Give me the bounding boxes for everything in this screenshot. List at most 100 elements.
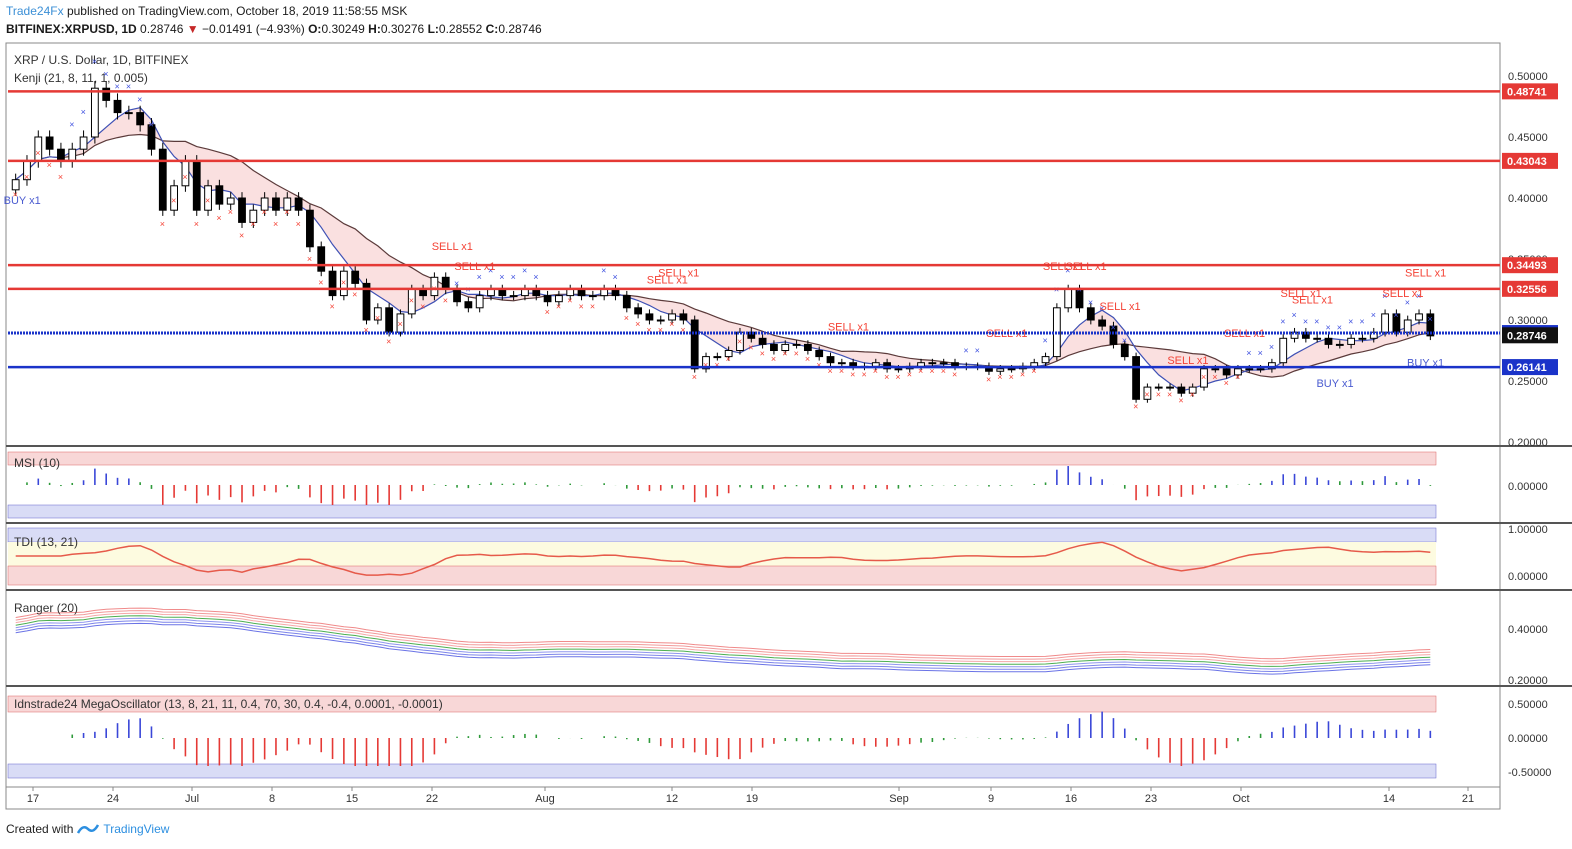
candle — [373, 307, 382, 321]
candle — [521, 289, 529, 297]
candle — [204, 185, 212, 211]
price-tick: 0.45000 — [1508, 132, 1548, 144]
sell-marker: × — [545, 307, 550, 317]
time-axis-label: Jul — [185, 793, 199, 805]
buy-marker: × — [963, 346, 968, 356]
buy-marker: × — [1122, 335, 1127, 345]
ranger-line — [15, 620, 1431, 673]
publisher-name[interactable]: Trade24Fx — [6, 4, 64, 18]
time-axis[interactable]: 17 24 Jul 8 15 22 Aug 12 19 Sep 9 16 23 Oct 14 21 — [27, 787, 1474, 805]
candle — [894, 368, 903, 371]
candle — [1177, 386, 1186, 394]
sell-marker: × — [160, 219, 165, 229]
sell-marker: × — [895, 372, 900, 382]
last-price: 0.28746 — [140, 22, 184, 36]
buy-marker: × — [1110, 323, 1115, 333]
symbol-label: BITFINEX:XRPUSD, 1D — [6, 22, 137, 36]
sell-signal-label: SELL x1 — [1099, 301, 1140, 313]
buy-marker: × — [69, 120, 74, 130]
buy-marker: × — [1099, 304, 1104, 314]
candle — [238, 197, 246, 223]
buy-signal-label: BUY x1 — [4, 195, 41, 207]
main-pane[interactable]: × × × × × × × × × × × × × × × × × × × × × × × × × × × × × × × × × × × × × × × ×… — [4, 56, 1447, 411]
sell-marker: × — [771, 354, 776, 364]
sell-marker: × — [997, 372, 1002, 382]
sell-marker: × — [714, 360, 719, 370]
sell-marker: × — [941, 366, 946, 376]
candle — [1392, 313, 1401, 333]
sell-marker: × — [47, 160, 52, 170]
candle — [837, 362, 846, 365]
mega-histogram — [71, 711, 1432, 766]
time-axis-label: 24 — [107, 793, 119, 805]
candle — [645, 313, 654, 321]
buy-marker: × — [488, 266, 493, 276]
sell-marker: × — [669, 319, 674, 329]
sell-marker: × — [296, 219, 301, 229]
sell-marker: × — [918, 366, 923, 376]
buy-marker: × — [477, 272, 482, 282]
candle — [1279, 337, 1288, 364]
down-arrow-icon: ▼ — [186, 22, 199, 36]
time-axis-label: 15 — [346, 793, 358, 805]
sell-marker: × — [884, 372, 889, 382]
tradingview-link[interactable]: TradingView — [103, 822, 170, 836]
sell-marker: × — [986, 374, 991, 384]
buy-marker: × — [1337, 323, 1342, 333]
candle — [770, 343, 778, 351]
candle — [1200, 368, 1208, 388]
kenji-slow-line — [15, 133, 1431, 378]
sell-signal-label: SELL x1 — [1281, 288, 1322, 300]
candle — [475, 295, 484, 309]
sell-marker: × — [929, 366, 934, 376]
sell-marker: × — [341, 278, 346, 288]
sell-marker: × — [692, 372, 697, 382]
sell-marker: × — [590, 301, 595, 311]
sell-marker: × — [420, 301, 425, 311]
candle — [713, 356, 722, 359]
buy-marker: × — [975, 346, 980, 356]
candle — [1041, 356, 1050, 364]
candle — [1347, 337, 1356, 345]
time-axis-label: 14 — [1383, 793, 1395, 805]
sell-marker: × — [13, 189, 18, 199]
ranger-tick-top: 0.40000 — [1508, 624, 1548, 636]
candle — [1245, 368, 1254, 371]
candle — [147, 124, 156, 150]
buy-marker: × — [1348, 316, 1353, 326]
candle — [1188, 386, 1197, 394]
candle — [170, 185, 178, 211]
sell-marker: × — [307, 254, 312, 264]
sell-signal-label: SELL x1 — [1167, 355, 1208, 367]
mega-upper-band — [7, 695, 1437, 713]
candle — [758, 337, 767, 345]
ranger-line — [15, 612, 1431, 665]
tdi-tick-top: 1.00000 — [1508, 524, 1548, 536]
open-label: O: — [308, 22, 322, 36]
msi-histogram — [26, 466, 1432, 505]
candle — [1234, 368, 1242, 376]
kenji-fast-line — [15, 107, 1431, 392]
buy-marker: × — [115, 82, 120, 92]
price-tick: 0.20000 — [1508, 437, 1548, 449]
close-label: C: — [485, 22, 499, 36]
ranger-line — [15, 622, 1431, 675]
buy-marker: × — [1292, 310, 1297, 320]
sell-marker: × — [748, 342, 753, 352]
candle — [283, 197, 292, 211]
time-axis-label: 16 — [1065, 793, 1077, 805]
mega-tick-bottom: -0.50000 — [1508, 767, 1551, 779]
candle — [1415, 313, 1423, 321]
candle — [849, 362, 858, 367]
candle — [1064, 289, 1073, 309]
sell-marker: × — [556, 301, 561, 311]
candle — [815, 350, 824, 358]
buy-marker: × — [1258, 348, 1263, 358]
sell-signal-label: SELL x1 — [432, 241, 473, 253]
candle — [792, 343, 801, 346]
candle — [1256, 368, 1265, 371]
sell-signal-label: SELL x1 — [1066, 261, 1107, 273]
candle — [690, 319, 699, 370]
sell-marker: × — [1190, 390, 1195, 400]
